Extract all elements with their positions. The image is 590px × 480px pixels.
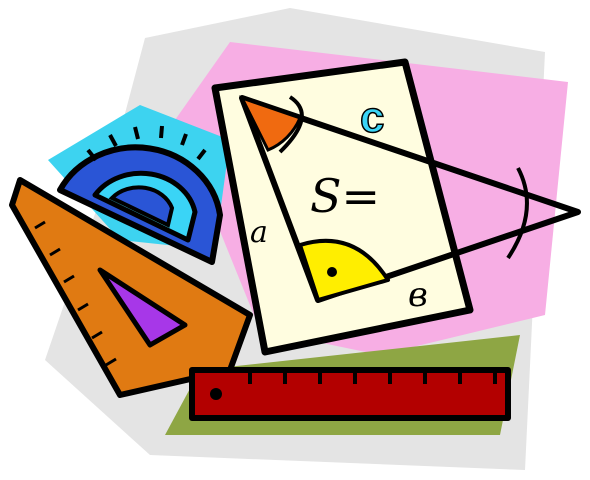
triangle-drawing	[239, 95, 581, 303]
side-a-label: a	[250, 215, 268, 250]
set-square	[9, 177, 253, 398]
side-b-label: в	[408, 275, 428, 315]
area-label: S=	[310, 169, 380, 223]
protractor	[57, 125, 223, 265]
side-c-label: c	[360, 93, 384, 142]
ruler	[189, 367, 511, 421]
yellow-angle-mark	[298, 238, 390, 302]
